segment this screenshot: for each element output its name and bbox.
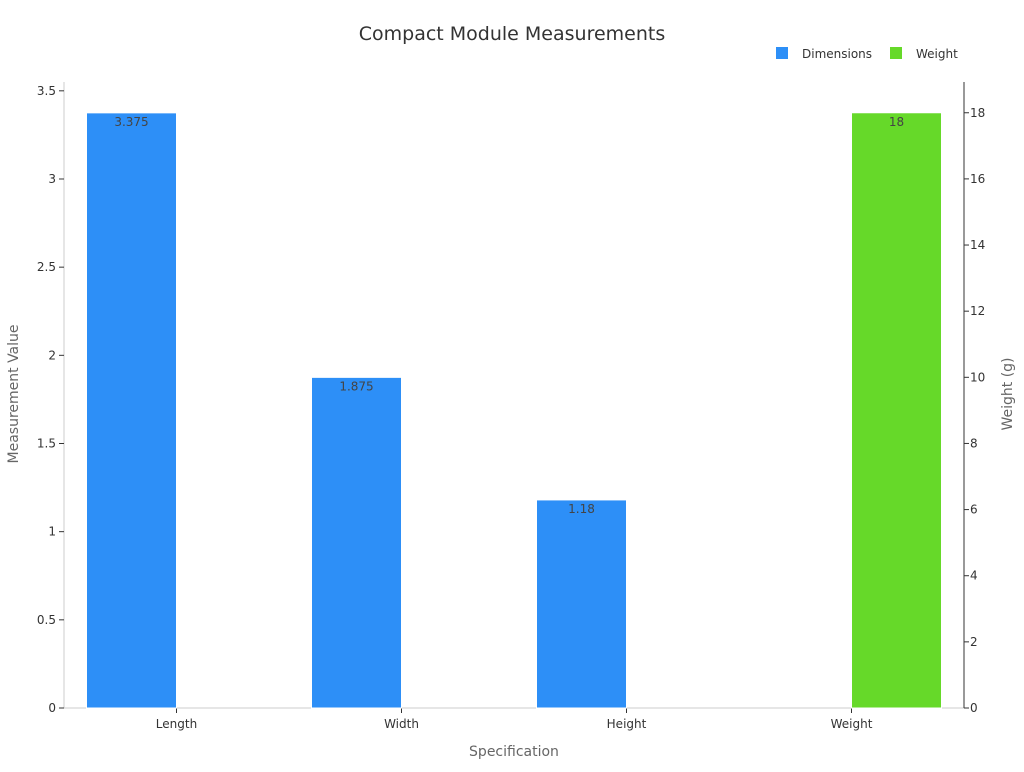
y-tick-label: 1 [48, 525, 56, 539]
y-axis-title: Measurement Value [6, 324, 22, 463]
chart-title: Compact Module Measurements [359, 23, 666, 45]
data-label-width: 1.875 [339, 379, 373, 393]
legend: Dimensions Weight [776, 47, 958, 61]
y-tick-label: 3 [48, 172, 56, 186]
y2-tick-label: 2 [970, 635, 978, 649]
bar-length [86, 112, 177, 709]
legend-label-dimensions: Dimensions [802, 47, 872, 61]
bar-width [311, 376, 402, 709]
bars [86, 112, 942, 709]
bar-height [536, 499, 627, 709]
data-label-height: 1.18 [568, 502, 595, 516]
y2-tick-label: 8 [970, 436, 978, 450]
y2-tick-label: 4 [970, 569, 978, 583]
y-tick-label: 1.5 [37, 436, 56, 450]
x-tick-label: Length [156, 717, 197, 731]
bar-weight [851, 112, 942, 709]
legend-label-weight: Weight [916, 47, 958, 61]
y2-tick-label: 18 [970, 106, 985, 120]
y-tick-label: 2.5 [37, 260, 56, 274]
x-axis-title: Specification [469, 744, 559, 760]
y2-axis-title: Weight (g) [1000, 357, 1016, 430]
x-tick-label: Height [607, 717, 647, 731]
y-tick-label: 2 [48, 348, 56, 362]
y2-tick-label: 16 [970, 172, 985, 186]
y2-tick-label: 6 [970, 503, 978, 517]
data-label-weight: 18 [889, 115, 904, 129]
x-tick-label: Weight [831, 717, 873, 731]
legend-swatch-dimensions [776, 47, 788, 59]
x-tick-label: Width [384, 717, 419, 731]
y-tick-label: 0.5 [37, 613, 56, 627]
y-tick-label: 0 [48, 701, 56, 715]
legend-swatch-weight [890, 47, 902, 59]
data-labels: 3.375 1.875 1.18 18 [114, 115, 904, 516]
y2-tick-label: 12 [970, 304, 985, 318]
data-label-length: 3.375 [114, 115, 148, 129]
y2-tick-label: 14 [970, 238, 985, 252]
y2-tick-label: 10 [970, 370, 985, 384]
y-tick-label: 3.5 [37, 84, 56, 98]
y2-tick-label: 0 [970, 701, 978, 715]
axes: 0 0.5 1 1.5 2 2.5 3 3.5 0 2 4 6 8 10 12 14 16 18 Length Wid… [37, 82, 985, 731]
